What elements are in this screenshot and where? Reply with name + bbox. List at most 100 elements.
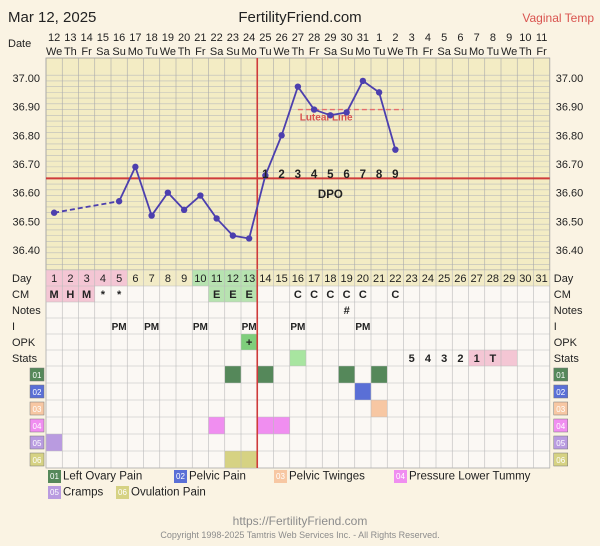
y-tick-label-right: 37.00 xyxy=(556,73,584,85)
weekday-label: We xyxy=(273,46,289,58)
legend-label: Pelvic Pain xyxy=(189,470,246,483)
temp-point xyxy=(359,77,367,85)
weekday-label: Th xyxy=(405,46,418,58)
day-cell xyxy=(306,270,323,286)
legend-label: Cramps xyxy=(63,486,104,499)
legend-item: 06 Ovulation Pain xyxy=(116,486,206,499)
symptom-code-box-right xyxy=(553,384,568,399)
symptom-code-right: 06 xyxy=(556,456,565,465)
cycle-day-label: 18 xyxy=(324,273,336,285)
legend-item: 04 Pressure Lower Tummy xyxy=(394,470,530,483)
weekday-label: We xyxy=(501,46,517,58)
legend-item: 01 Left Ovary Pain xyxy=(48,470,142,483)
legend-swatch: 06 xyxy=(116,486,129,499)
cycle-day-label: 25 xyxy=(438,273,450,285)
temp-line-segment xyxy=(345,80,364,113)
date-label: 13 xyxy=(64,32,76,44)
day-cell xyxy=(387,270,404,286)
cycle-day-label: 3 xyxy=(84,273,90,285)
y-tick-label-right: 36.40 xyxy=(556,245,584,257)
footer-url[interactable]: https://FertilityFriend.com xyxy=(232,514,368,528)
symptom-code-box-right xyxy=(553,435,568,450)
date-label: 20 xyxy=(178,32,190,44)
day-cell xyxy=(533,270,550,286)
cycle-day-label: 24 xyxy=(422,273,434,285)
temp-point xyxy=(310,106,318,113)
stats-cell xyxy=(468,350,485,366)
weekday-label: Th xyxy=(64,46,77,58)
cycle-day-label: 30 xyxy=(519,273,531,285)
y-tick-label-left: 36.70 xyxy=(12,159,40,171)
weekday-label: Sa xyxy=(324,46,338,58)
temp-point xyxy=(50,209,58,216)
day-cell xyxy=(403,270,420,286)
symptom-code-right: 04 xyxy=(556,422,565,431)
day-cell xyxy=(176,270,193,286)
symptom-cell xyxy=(257,417,274,434)
legend-item: 05 Cramps xyxy=(48,486,103,499)
temp-line-segment xyxy=(215,217,234,237)
row-label-left: OPK xyxy=(12,337,36,349)
date-label: 3 xyxy=(409,32,415,44)
legend-label: Pelvic Twinges xyxy=(289,470,365,483)
weekday-label: Tu xyxy=(487,46,499,58)
row-label-right: I xyxy=(554,321,557,333)
cycle-day-label: 19 xyxy=(341,273,353,285)
symptom-code-box-left xyxy=(29,435,45,450)
date-label: 18 xyxy=(146,32,158,44)
cycle-day-label: 29 xyxy=(503,273,515,285)
symptom-cell xyxy=(338,366,355,383)
symptom-code-right: 01 xyxy=(556,371,565,380)
date-label: 22 xyxy=(211,32,223,44)
day-cell xyxy=(468,270,485,286)
symptom-code-left: 06 xyxy=(33,456,42,465)
symptom-code-box-left xyxy=(29,418,45,433)
cm-value: E xyxy=(213,289,220,301)
dpo-number: 3 xyxy=(295,169,301,181)
day-cell xyxy=(257,270,274,286)
date-label: 27 xyxy=(292,32,304,44)
date-label: 9 xyxy=(506,32,512,44)
cycle-day-label: 7 xyxy=(149,273,155,285)
cm-cell xyxy=(62,286,79,302)
intercourse-value: PM xyxy=(355,322,370,333)
dpo-label: DPO xyxy=(318,189,343,201)
weekday-label: Fr xyxy=(423,46,434,58)
legend-item: 02 Pelvic Pain xyxy=(174,470,246,483)
cycle-day-label: 10 xyxy=(194,273,206,285)
temp-point xyxy=(343,109,350,116)
day-cell xyxy=(143,270,160,286)
weekday-label: Su xyxy=(226,46,239,58)
cycle-day-label: 26 xyxy=(454,273,466,285)
symptom-cell xyxy=(208,417,225,434)
weekday-label: Su xyxy=(340,46,353,58)
legend-swatch: 01 xyxy=(48,470,61,483)
symptom-code-box-left xyxy=(29,384,45,399)
weekday-label: Mo xyxy=(128,46,143,58)
legend-item: 03 Pelvic Twinges xyxy=(274,470,365,483)
symptom-cell xyxy=(273,417,290,434)
cm-cell xyxy=(224,286,241,302)
symptom-code-box-left xyxy=(29,401,45,416)
date-label: 16 xyxy=(113,32,125,44)
stats-cell xyxy=(484,350,501,366)
day-cell xyxy=(159,270,176,286)
y-tick-label-right: 36.60 xyxy=(556,188,584,200)
temp-point xyxy=(278,132,285,139)
date-label: 25 xyxy=(259,32,271,44)
cycle-day-label: 20 xyxy=(357,273,369,285)
temp-line-segment xyxy=(118,166,137,202)
cycle-day-label: 12 xyxy=(227,273,239,285)
symptom-code-box-left xyxy=(29,367,45,382)
weekday-label: Mo xyxy=(241,46,256,58)
symptom-code-left: 03 xyxy=(33,405,42,414)
temp-line-segment xyxy=(199,194,218,219)
cm-value: C xyxy=(343,289,351,301)
intercourse-value: PM xyxy=(144,322,159,333)
y-tick-label-left: 37.00 xyxy=(12,73,40,85)
symptom-cell xyxy=(241,451,258,468)
day-cell xyxy=(289,270,306,286)
y-tick-label-left: 36.80 xyxy=(12,130,40,142)
symptom-code-right: 03 xyxy=(556,405,565,414)
stats-value: 5 xyxy=(409,353,415,365)
